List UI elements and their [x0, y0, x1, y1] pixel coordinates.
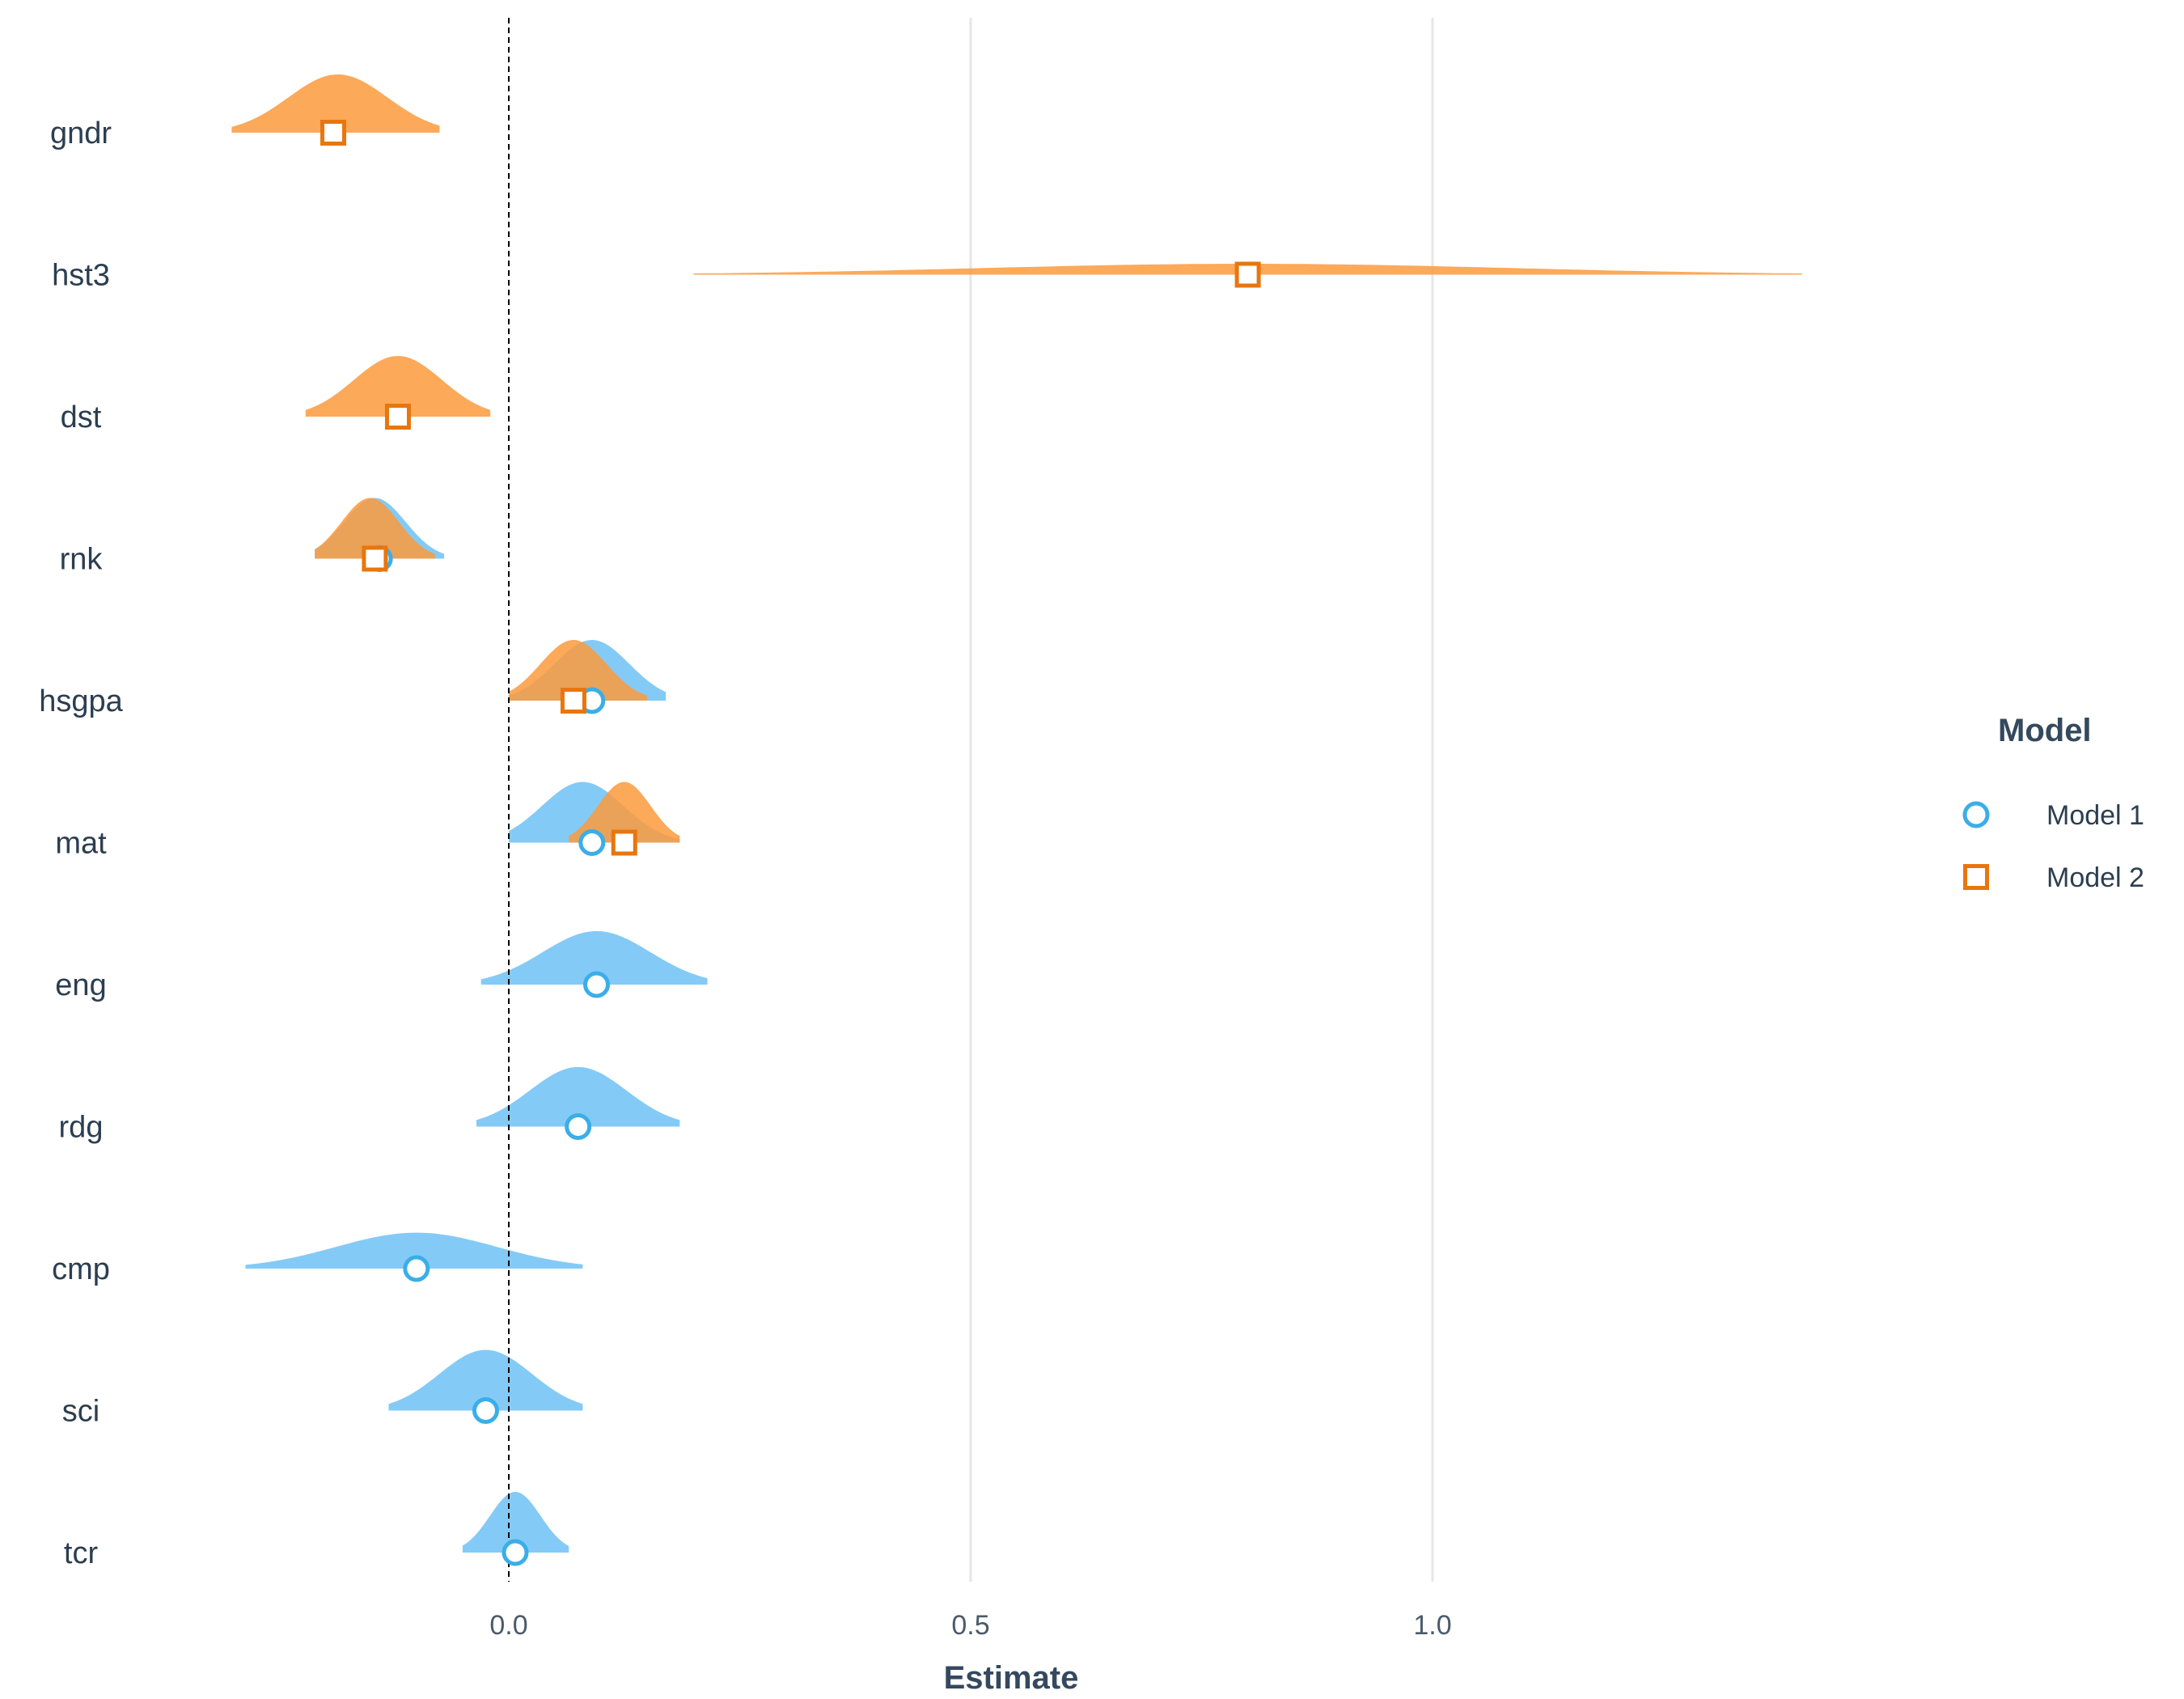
- point-mat-square: [611, 829, 637, 856]
- density-rnk-square: [315, 498, 435, 559]
- point-mat-circle: [578, 829, 606, 856]
- density-hsgpa-square: [509, 640, 648, 701]
- category-label-gndr: gndr: [50, 117, 112, 150]
- legend-key-square: [1963, 864, 1989, 890]
- category-labels: gndr hst3 dst rnk hsgpa mat eng rdg cmp sci tcr: [39, 117, 123, 1570]
- category-label-cmp: cmp: [52, 1252, 110, 1286]
- point-hsgpa-square: [560, 688, 586, 714]
- point-rdg-circle: [565, 1113, 592, 1140]
- x-tick-label: 0.0: [489, 1610, 527, 1641]
- density-eng-circle: [480, 930, 708, 985]
- legend-label: Model 1: [2046, 800, 2144, 831]
- x-axis-title: Estimate: [944, 1660, 1079, 1696]
- category-label-sci: sci: [62, 1395, 99, 1429]
- point-estimates: [320, 120, 1261, 1566]
- point-eng-circle: [582, 971, 610, 998]
- legend-label: Model 2: [2046, 862, 2144, 893]
- density-ridges: [231, 74, 1802, 1553]
- category-label-hst3: hst3: [52, 259, 110, 293]
- legend-title: Model: [1998, 713, 2092, 748]
- point-dst-square: [384, 404, 411, 430]
- grid-lines: [969, 18, 1434, 1582]
- category-label-eng: eng: [55, 968, 106, 1002]
- category-label-dst: dst: [61, 400, 102, 434]
- point-rnk-square: [362, 545, 388, 572]
- x-tick-labels: 0.0 0.5 1.0: [489, 1610, 1451, 1641]
- category-label-mat: mat: [55, 827, 107, 861]
- point-sci-circle: [472, 1397, 499, 1424]
- x-tick-label: 1.0: [1413, 1610, 1451, 1641]
- point-tcr-circle: [502, 1539, 529, 1566]
- x-tick-label: 0.5: [951, 1610, 989, 1641]
- category-label-rnk: rnk: [60, 543, 104, 577]
- category-label-tcr: tcr: [64, 1536, 99, 1570]
- point-gndr-square: [320, 120, 347, 146]
- density-gndr-square: [231, 74, 440, 133]
- legend: Model Model 1 Model 2: [1962, 713, 2144, 893]
- category-label-rdg: rdg: [59, 1111, 104, 1145]
- point-hst3-square: [1234, 261, 1261, 288]
- density-cmp-circle: [245, 1232, 583, 1269]
- density-dst-square: [305, 356, 491, 417]
- category-label-hsgpa: hsgpa: [39, 684, 123, 718]
- density-sci-circle: [388, 1349, 583, 1411]
- legend-key-circle: [1962, 801, 1990, 828]
- density-rdg-circle: [476, 1066, 680, 1127]
- point-cmp-circle: [403, 1255, 430, 1282]
- density-tcr-circle: [462, 1492, 569, 1553]
- density-mat-square: [569, 782, 680, 843]
